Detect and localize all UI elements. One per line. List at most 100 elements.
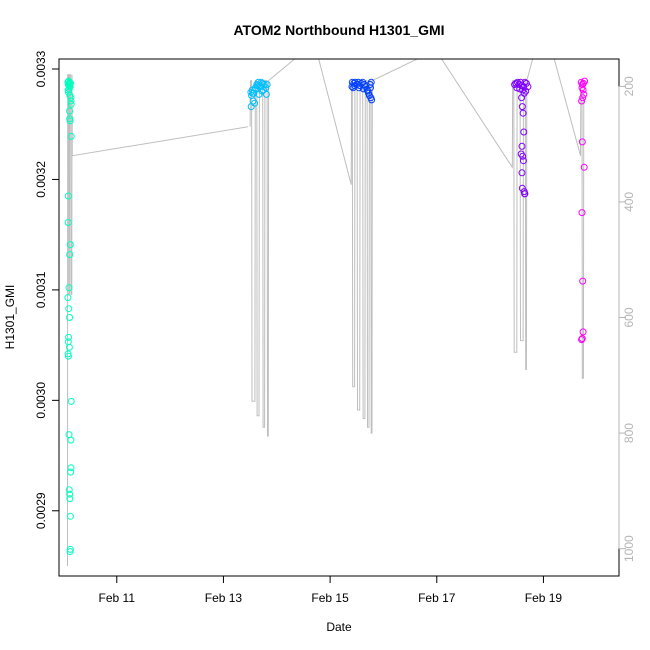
data-point [66,545,74,553]
x-axis-label: Date [326,620,352,634]
data-point [258,87,266,95]
data-point [66,241,74,249]
x-axis: Feb 11 Feb 13 Feb 15 Feb 17 Feb 19 [99,575,563,605]
data-point [519,152,527,160]
y-tick-label: 0.0030 [34,382,48,419]
data-point [65,284,73,292]
y-axis: 0.0029 0.0030 0.0031 0.0032 0.0033 [34,50,60,529]
y2-tick-label: 800 [622,423,636,443]
x-tick-label: Feb 17 [418,591,456,605]
data-point [579,277,587,285]
data-point [66,490,74,498]
data-point [65,85,73,93]
data-point [362,83,370,91]
data-point [64,352,72,360]
y-tick-label: 0.0031 [34,271,48,308]
data-point [67,397,75,405]
data-point [66,314,74,321]
data-point [66,495,74,503]
data-point [67,94,75,102]
x-tick-label: Feb 11 [99,591,136,605]
data-point [67,436,75,444]
data-point [518,103,526,111]
profile-line [440,59,534,370]
data-point [578,209,586,217]
data-point [262,90,270,98]
data-point [522,79,530,87]
data-point [351,82,359,90]
data-point [518,169,526,177]
data-point [65,333,73,341]
data-point [368,96,376,104]
data-point [518,142,526,150]
data-point [578,138,586,146]
data-point [519,109,527,117]
data-point [580,163,588,171]
profile-line [553,59,585,379]
x-tick-label: Feb 19 [525,591,563,605]
x-tick-label: Feb 15 [311,591,349,605]
data-point [512,79,520,87]
y-tick-label: 0.0032 [34,161,48,198]
data-point [67,464,75,472]
data-point [519,157,527,165]
y2-tick-label: 200 [622,76,636,96]
data-point [65,305,73,313]
data-point [519,86,527,94]
y2-tick-label: 400 [622,192,636,212]
data-point [66,78,74,86]
data-point [516,85,524,93]
data-point [578,335,586,342]
data-point [254,78,262,86]
data-point [67,132,75,140]
data-point [67,97,75,105]
data-point [579,94,587,102]
data-point [251,84,259,92]
data-point [66,548,74,556]
data-point [249,89,257,97]
data-point [578,97,586,105]
data-point [263,81,271,88]
data-point [254,82,261,90]
data-point [65,486,73,494]
data-point [580,90,588,98]
data-point [365,92,373,99]
data-point [64,294,72,302]
y-tick-label: 0.0029 [34,492,48,529]
y2-tick-label: 600 [622,307,636,327]
data-point [66,117,74,125]
data-point [67,100,75,108]
data-point [247,103,255,111]
data-points [64,77,589,556]
data-point [66,251,74,258]
data-point [524,83,532,91]
y2-tick-label: 1000 [622,535,636,562]
profile-line [318,59,419,434]
x-tick-label: Feb 13 [205,591,243,605]
y-axis-label: H1301_GMI [3,285,17,350]
data-point [579,328,587,336]
data-point [64,88,72,96]
data-point [64,219,72,226]
data-point [367,78,375,86]
data-point [64,192,72,200]
data-point [67,468,75,476]
chart-title: ATOM2 Northbound H1301_GMI [233,22,444,38]
data-point [257,83,264,91]
y2-axis: 200 400 600 800 1000 [618,76,636,562]
data-point [67,512,74,520]
data-point [581,77,589,85]
data-point [518,94,526,102]
data-point [579,86,587,94]
data-point [520,128,528,136]
y-tick-label: 0.0033 [34,50,48,87]
data-point [64,350,72,358]
data-point [578,336,586,344]
data-point [65,343,73,351]
data-point [355,84,363,92]
data-point [521,190,529,198]
data-point [66,107,74,115]
profile-line [249,59,296,437]
